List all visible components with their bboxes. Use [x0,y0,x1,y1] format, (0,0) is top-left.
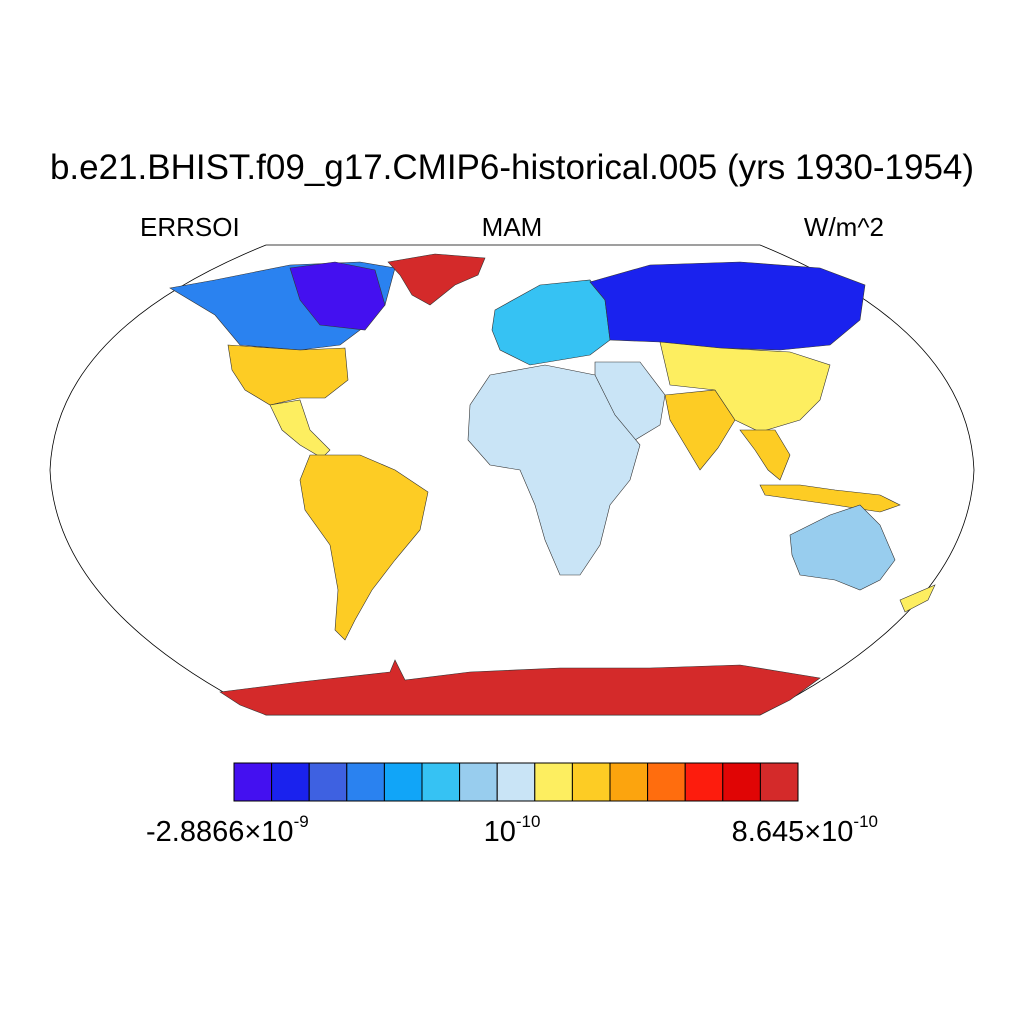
colorbar-swatch [346,762,385,802]
colorbar-swatch [684,762,724,802]
colorbar-swatch [496,762,536,802]
units-label: W/m^2 [803,212,884,242]
region-central-america [269,399,331,459]
colorbar-swatch [534,762,573,802]
season-label: MAM [481,212,543,242]
region-africa [467,364,641,576]
colorbar-swatch [609,762,649,802]
colorbar-swatch [233,762,273,802]
colorbar-swatch [421,762,461,802]
colorbar-min-label: -2.8866×10-9 [146,812,309,848]
colorbar-swatch [459,762,498,802]
colorbar-swatch [308,762,348,802]
colorbar-swatch [759,762,799,802]
region-russia [589,261,866,351]
region-north-america-arctic [289,261,386,331]
variable-name-label: ERRSOI [140,212,240,242]
colorbar-swatch [722,762,761,802]
region-new-zealand [899,584,936,613]
region-south-america [299,454,429,641]
region-australia [789,504,896,591]
region-indonesia [759,484,901,513]
region-china [659,341,831,433]
region-southeast-asia [739,429,791,481]
colorbar [233,762,799,802]
colorbar-swatch [571,762,611,802]
region-antarctica [219,659,821,716]
region-greenland [387,253,486,306]
map-title: b.e21.BHIST.f09_g17.CMIP6-historical.005… [49,148,975,187]
region-europe [491,279,611,366]
colorbar-swatch [271,762,310,802]
colorbar-swatch [647,762,686,802]
colorbar-swatch [383,762,423,802]
colorbar-max-label: 8.645×10-10 [731,812,878,848]
region-usa [227,344,349,406]
colorbar-mid-label: 10-10 [483,812,541,848]
